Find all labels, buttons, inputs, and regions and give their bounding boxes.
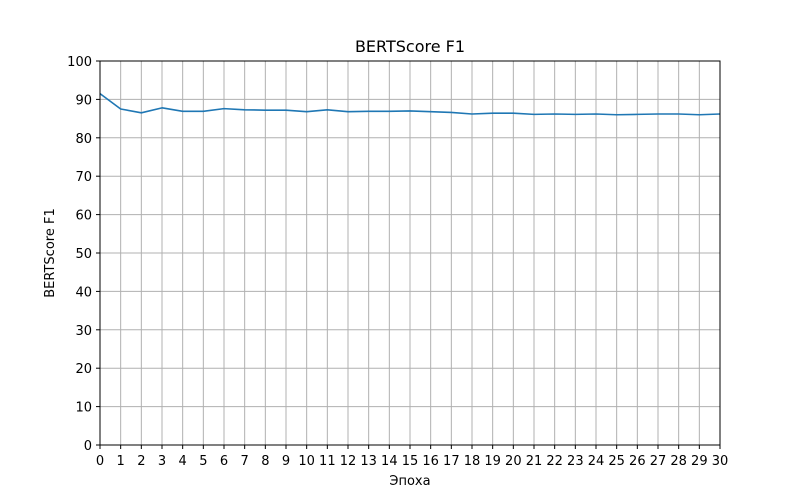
- x-tick-label: 4: [179, 454, 187, 469]
- x-tick-label: 21: [526, 454, 543, 469]
- x-tick-label: 3: [158, 454, 166, 469]
- x-tick-label: 23: [567, 454, 584, 469]
- x-tick-label: 11: [319, 454, 336, 469]
- x-tick-label: 5: [199, 454, 207, 469]
- x-tick-label: 18: [464, 454, 481, 469]
- x-tick-label: 19: [484, 454, 501, 469]
- x-tick-label: 30: [712, 454, 729, 469]
- x-tick-label: 13: [360, 454, 377, 469]
- x-axis: 0 1 2 3 4 5 6 7 8 9 10 11 12 13 14 15 16 17 18 19 20 21 22 23 24…: [96, 445, 728, 469]
- y-tick-label: 0: [84, 439, 92, 454]
- y-tick-label: 70: [75, 170, 92, 185]
- y-tick-label: 100: [67, 55, 92, 70]
- y-tick-label: 30: [75, 324, 92, 339]
- y-tick-label: 40: [75, 285, 92, 300]
- y-tick-label: 90: [75, 93, 92, 108]
- x-tick-label: 7: [241, 454, 249, 469]
- y-axis: 0 10 20 30 40 50 60 70 80 90 100: [67, 55, 100, 454]
- y-tick-label: 60: [75, 209, 92, 224]
- x-tick-label: 9: [282, 454, 290, 469]
- x-tick-label: 1: [117, 454, 125, 469]
- x-tick-label: 24: [588, 454, 605, 469]
- x-tick-label: 17: [443, 454, 460, 469]
- x-tick-label: 26: [629, 454, 646, 469]
- chart-title: BERTScore F1: [355, 37, 465, 56]
- x-axis-label: Эпоха: [389, 474, 430, 489]
- x-tick-label: 22: [546, 454, 563, 469]
- x-tick-label: 10: [298, 454, 315, 469]
- x-tick-label: 14: [381, 454, 398, 469]
- x-tick-label: 6: [220, 454, 228, 469]
- y-tick-label: 80: [75, 132, 92, 147]
- y-tick-label: 10: [75, 401, 92, 416]
- x-tick-label: 2: [137, 454, 145, 469]
- x-tick-label: 0: [96, 454, 104, 469]
- x-tick-label: 20: [505, 454, 522, 469]
- x-tick-label: 29: [691, 454, 708, 469]
- y-axis-label: BERTScore F1: [43, 208, 58, 297]
- x-tick-label: 25: [608, 454, 625, 469]
- x-tick-label: 8: [261, 454, 269, 469]
- x-tick-label: 12: [340, 454, 357, 469]
- x-tick-label: 16: [422, 454, 439, 469]
- x-tick-label: 27: [650, 454, 667, 469]
- y-tick-label: 20: [75, 362, 92, 377]
- x-tick-label: 28: [670, 454, 687, 469]
- x-tick-label: 15: [402, 454, 419, 469]
- y-tick-label: 50: [75, 247, 92, 262]
